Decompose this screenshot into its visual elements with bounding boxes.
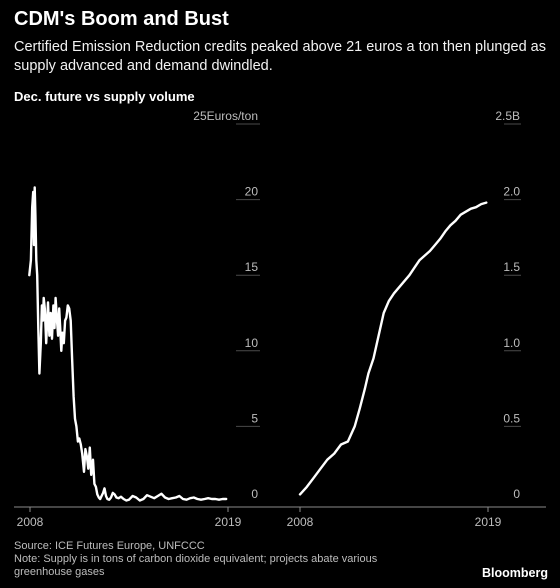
x-tick-label: 2008 (17, 515, 44, 529)
chart-subtitle: Certified Emission Reduction credits pea… (14, 39, 546, 74)
bloomberg-logo: Bloomberg (482, 566, 548, 580)
x-tick-label: 2008 (287, 515, 314, 529)
supply-panel: 2.5B 2.0 1.5 1.0 0.5 0 2008 2019 (287, 109, 521, 529)
price-series-line (28, 186, 228, 502)
x-tick-label: 2019 (475, 515, 502, 529)
y-tick-label: 1.5 (503, 260, 520, 274)
y-tick-label: 1.0 (503, 336, 520, 350)
y-tick-label: 2.0 (503, 185, 520, 199)
y-tick-label: 5 (251, 411, 258, 425)
note-text: Note: Supply is in tons of carbon dioxid… (14, 553, 378, 578)
y-tick-label: 0.5 (503, 411, 520, 425)
x-tick-label: 2019 (215, 515, 242, 529)
y-tick-label: 0 (513, 487, 520, 501)
chart-caption: Dec. future vs supply volume (14, 89, 195, 104)
y-tick-label: 20 (245, 185, 259, 199)
y-tick-label: 25Euros/ton (193, 109, 258, 123)
source-note: Source: ICE Futures Europe, UNFCCC Note:… (14, 540, 434, 579)
source-text: Source: ICE Futures Europe, UNFCCC (14, 540, 205, 552)
supply-series-line (298, 201, 488, 496)
price-panel: 25Euros/ton 20 15 10 5 0 2008 2019 (14, 109, 546, 529)
y-tick-label: 15 (245, 260, 259, 274)
y-tick-label: 2.5B (495, 109, 520, 123)
y-tick-label: 10 (245, 336, 259, 350)
chart-title: CDM's Boom and Bust (14, 8, 229, 30)
y-tick-label: 0 (251, 487, 258, 501)
